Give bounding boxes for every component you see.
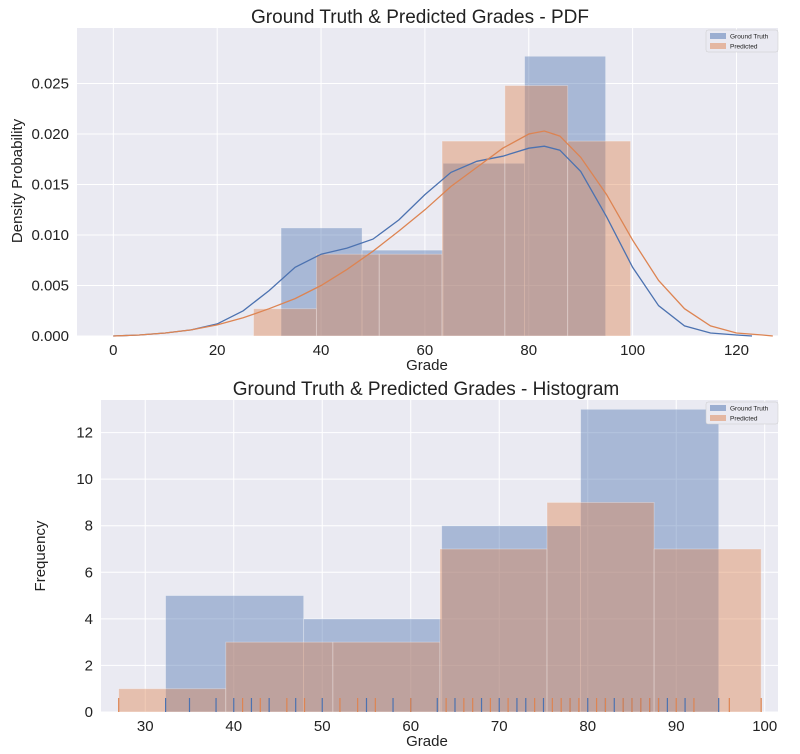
histogram-legend-label-ground-truth: Ground Truth: [730, 406, 769, 413]
histogram-chart: Ground Truth & Predicted Grades - Histog…: [32, 379, 779, 750]
x-tick-label: 120: [724, 342, 749, 359]
histogram-legend-swatch-predicted: [710, 415, 726, 421]
histogram-bar-predicted: [315, 253, 380, 337]
pdf-legend-label-predicted: Predicted: [730, 44, 758, 51]
pdf-x-axis-label: Grade: [406, 357, 448, 374]
x-tick-label: 60: [402, 718, 419, 735]
y-tick-label: 8: [85, 518, 93, 535]
pdf-plot-area: 0 20 40 60 80 100 120 0.000 0.005 0.010 0.015 0.020…: [31, 28, 778, 359]
histogram-bar-predicted: [567, 140, 631, 337]
histogram-bar-predicted: [253, 308, 317, 337]
y-tick-label: 12: [76, 425, 93, 442]
y-tick-label: 0.015: [31, 177, 69, 194]
pdf-y-axis-label: Density Probability: [9, 118, 26, 243]
x-tick-label: 40: [313, 342, 330, 359]
histogram-legend-swatch-ground-truth: [710, 405, 726, 411]
x-tick-label: 20: [209, 342, 226, 359]
histogram-x-axis-label: Grade: [406, 733, 448, 750]
histogram-chart-title: Ground Truth & Predicted Grades - Histog…: [233, 379, 620, 400]
x-tick-label: 80: [520, 342, 537, 359]
kde-line-ground-truth: [113, 145, 753, 337]
histogram-bar-ground-truth: [280, 227, 363, 337]
pdf-chart: Ground Truth & Predicted Grades - PDF Gr…: [9, 7, 779, 374]
x-tick-label: 30: [137, 718, 154, 735]
histogram-bar-ground-truth: [303, 618, 443, 713]
x-tick-label: 0: [109, 342, 117, 359]
y-tick-label: 10: [76, 471, 93, 488]
histogram-bar-ground-truth: [441, 525, 582, 713]
histogram-bar-predicted: [441, 140, 506, 337]
x-tick-label: 100: [620, 342, 645, 359]
plot-background: [101, 400, 778, 712]
histogram-bar-ground-truth: [580, 408, 720, 713]
x-tick-label: 70: [491, 718, 508, 735]
histogram-legend: Ground Truth Predicted: [705, 401, 779, 425]
pdf-legend: Ground Truth Predicted: [705, 29, 779, 53]
histogram-legend-label-predicted: Predicted: [730, 416, 758, 423]
pdf-chart-title: Ground Truth & Predicted Grades - PDF: [251, 7, 589, 28]
histogram-bar-predicted: [225, 641, 334, 713]
y-tick-label: 0.000: [31, 328, 69, 345]
y-tick-label: 6: [85, 564, 93, 581]
kde-line-predicted: [113, 130, 773, 337]
plot-background: [77, 28, 778, 336]
x-tick-label: 50: [314, 718, 331, 735]
histogram-bar-predicted: [332, 641, 441, 713]
y-tick-label: 0.025: [31, 76, 69, 93]
histogram-bar-ground-truth: [165, 595, 305, 713]
histogram-bar-ground-truth: [361, 249, 444, 337]
histogram-bar-predicted: [504, 85, 569, 337]
histogram-bar-ground-truth: [524, 55, 607, 337]
histogram-y-axis-label: Frequency: [32, 520, 49, 591]
x-tick-label: 90: [668, 718, 685, 735]
pdf-legend-swatch-ground-truth: [710, 33, 726, 39]
histogram-bar-ground-truth: [442, 162, 526, 337]
x-tick-label: 60: [417, 342, 434, 359]
y-tick-label: 0.010: [31, 227, 69, 244]
pdf-legend-swatch-predicted: [710, 43, 726, 49]
y-tick-label: 2: [85, 657, 93, 674]
x-tick-label: 40: [225, 718, 242, 735]
y-tick-label: 4: [85, 611, 93, 628]
histogram-bar-predicted: [439, 548, 548, 713]
x-tick-label: 100: [752, 718, 777, 735]
histogram-plot-area: 30 40 50 60 70 80 90 100 0 2 4 6 8 10 12: [76, 400, 778, 735]
y-tick-label: 0: [85, 704, 93, 721]
histogram-bar-predicted: [546, 502, 655, 713]
histogram-bar-predicted: [378, 253, 443, 337]
pdf-legend-label-ground-truth: Ground Truth: [730, 34, 769, 41]
y-tick-label: 0.020: [31, 126, 69, 143]
y-tick-label: 0.005: [31, 278, 69, 295]
histogram-bar-predicted: [653, 548, 762, 713]
x-tick-label: 80: [579, 718, 596, 735]
histogram-bar-predicted: [118, 688, 227, 713]
